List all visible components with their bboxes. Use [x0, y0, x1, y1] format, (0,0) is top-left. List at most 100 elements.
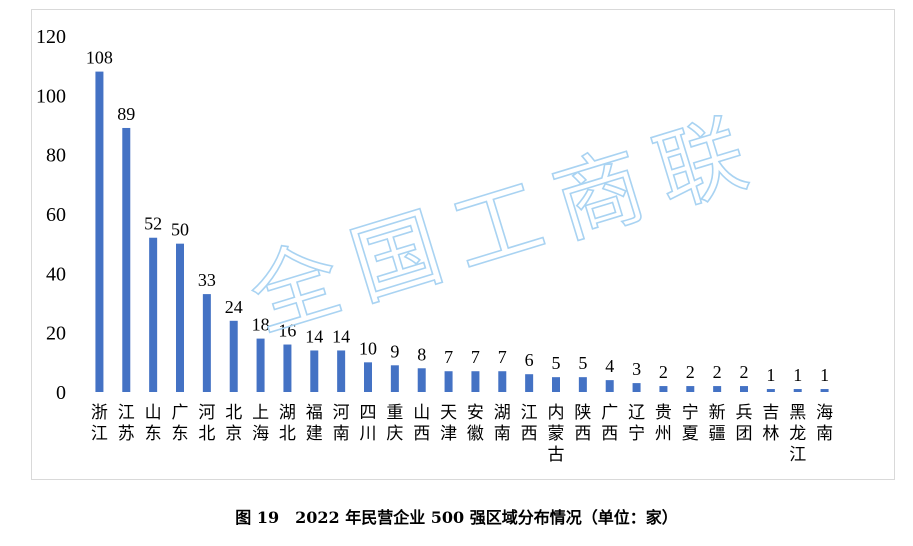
- x-tick-label: 山西: [413, 403, 430, 444]
- data-label: 9: [390, 341, 399, 361]
- data-label: 2: [686, 362, 695, 382]
- data-label: 52: [144, 214, 162, 234]
- data-label: 1: [766, 365, 775, 385]
- x-tick-label: 吉林: [762, 403, 779, 444]
- data-label: 5: [578, 353, 587, 373]
- x-tick-label: 湖南: [494, 403, 511, 444]
- x-tick-label: 江西: [521, 403, 538, 444]
- data-label: 33: [198, 270, 216, 290]
- data-label: 4: [605, 356, 614, 376]
- bar: [149, 237, 158, 392]
- bar: [176, 243, 184, 392]
- x-tick-label: 广西: [601, 403, 618, 444]
- data-label: 1: [820, 365, 829, 385]
- y-tick-label: 80: [46, 145, 66, 167]
- x-tick-label: 黑龙江: [789, 403, 806, 465]
- x-tick-label: 北京: [225, 403, 242, 444]
- x-tick-label: 新疆: [709, 403, 726, 444]
- data-label: 6: [525, 350, 534, 370]
- bar: [793, 389, 802, 392]
- bar: [122, 127, 131, 392]
- y-tick-label: 100: [36, 85, 66, 107]
- data-label: 108: [86, 48, 113, 68]
- x-tick-label: 山东: [145, 403, 162, 444]
- data-label: 8: [417, 344, 426, 364]
- data-label: 24: [225, 297, 243, 317]
- data-label: 7: [471, 347, 480, 367]
- x-tick-label: 贵州: [655, 403, 672, 444]
- y-tick-label: 40: [46, 263, 66, 285]
- x-tick-label: 天津: [440, 403, 457, 444]
- data-label: 7: [498, 347, 507, 367]
- bar: [229, 320, 238, 392]
- data-label: 14: [305, 326, 323, 346]
- bar: [578, 377, 587, 392]
- bar: [417, 368, 426, 392]
- bar: [310, 350, 319, 392]
- bar: [444, 371, 453, 392]
- watermark: 全国工商联: [237, 96, 776, 351]
- x-tick-label: 陕西: [574, 403, 591, 444]
- bar: [202, 294, 211, 392]
- bar: [740, 386, 748, 392]
- x-tick-label: 福建: [306, 403, 323, 444]
- data-label: 2: [713, 362, 722, 382]
- y-axis: 0 20 40 60 80 100 120: [36, 26, 66, 404]
- x-tick-label: 河南: [333, 403, 350, 444]
- data-label: 10: [359, 338, 377, 358]
- bar: [337, 350, 346, 392]
- x-axis-labels: 浙江江苏山东广东河北北京上海湖北福建河南四川重庆山西天津安徽湖南江西内蒙古陕西广…: [91, 403, 833, 465]
- x-tick-label: 兵团: [736, 403, 753, 444]
- x-tick-label: 上海: [252, 403, 269, 444]
- bar: [605, 380, 614, 392]
- x-tick-label: 宁夏: [682, 403, 699, 444]
- data-label: 14: [332, 326, 350, 346]
- bar: [95, 71, 104, 392]
- x-tick-label: 湖北: [279, 403, 296, 444]
- bar: [632, 383, 641, 392]
- bar: [659, 386, 668, 392]
- x-tick-label: 内蒙古: [548, 403, 565, 465]
- watermark-text: 全国工商联: [238, 97, 775, 350]
- x-tick-label: 辽宁: [628, 403, 645, 444]
- bar: [283, 344, 292, 392]
- data-label: 18: [252, 315, 270, 335]
- x-tick-label: 江苏: [118, 403, 135, 444]
- bar: [471, 371, 480, 392]
- data-label: 50: [171, 220, 189, 240]
- data-label: 2: [740, 362, 749, 382]
- bar: [256, 338, 265, 392]
- data-label: 3: [632, 359, 641, 379]
- data-label: 89: [117, 104, 135, 124]
- y-tick-label: 60: [46, 204, 66, 226]
- bar: [498, 371, 507, 392]
- bar: [686, 386, 695, 392]
- data-label: 7: [444, 347, 453, 367]
- chart-frame: [31, 9, 895, 480]
- data-label: 16: [278, 321, 296, 341]
- y-tick-label: 0: [56, 382, 66, 404]
- bar: [713, 386, 722, 392]
- y-tick-label: 20: [46, 323, 66, 345]
- x-tick-label: 四川: [360, 403, 377, 444]
- x-tick-label: 浙江: [91, 403, 108, 444]
- data-label: 1: [793, 365, 802, 385]
- bar: [390, 365, 399, 392]
- y-tick-label: 120: [36, 26, 66, 48]
- bars-group: [95, 71, 829, 392]
- bar: [525, 374, 534, 392]
- bar: [766, 389, 775, 392]
- bar: [820, 389, 829, 392]
- bar: [552, 377, 560, 392]
- data-label: 5: [552, 353, 561, 373]
- x-tick-label: 安徽: [467, 403, 484, 444]
- x-tick-label: 广东: [172, 403, 189, 444]
- x-tick-label: 海南: [816, 403, 833, 444]
- x-tick-label: 重庆: [386, 403, 403, 444]
- x-tick-label: 河北: [198, 403, 215, 444]
- data-label: 2: [659, 362, 668, 382]
- figure-caption: 图 19 2022 年民营企业 500 强区域分布情况（单位：家）: [235, 508, 678, 527]
- bar: [364, 362, 372, 392]
